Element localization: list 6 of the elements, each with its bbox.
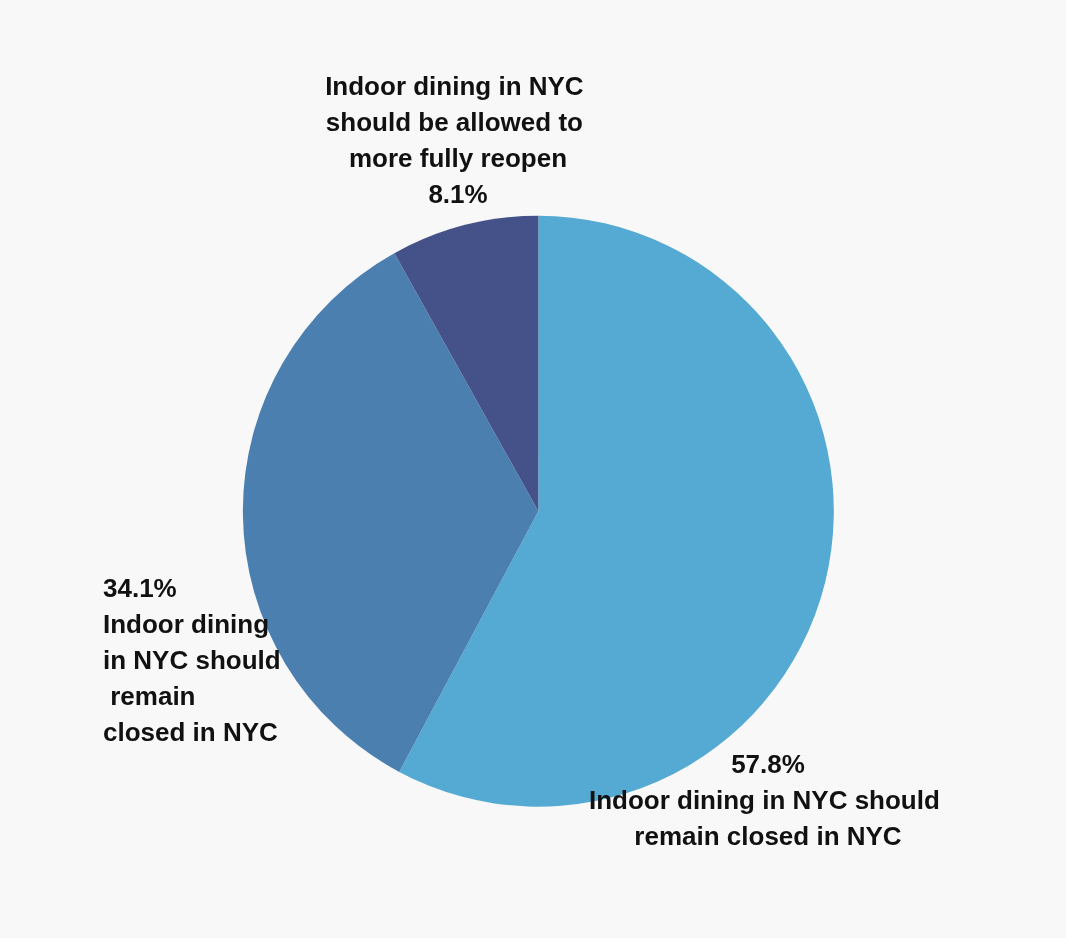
data-label: 57.8% — [731, 749, 805, 779]
slice-label: Indoor dining in NYC should be allowed to more fully reopen — [325, 71, 591, 173]
data-label: 34.1% — [103, 573, 177, 603]
data-label: 8.1% — [428, 179, 488, 209]
slice-label: Indoor dining in NYC should remain closed in NYC — [103, 609, 281, 747]
slice-label: Indoor dining in NYC should remain closed in NYC — [588, 785, 948, 851]
